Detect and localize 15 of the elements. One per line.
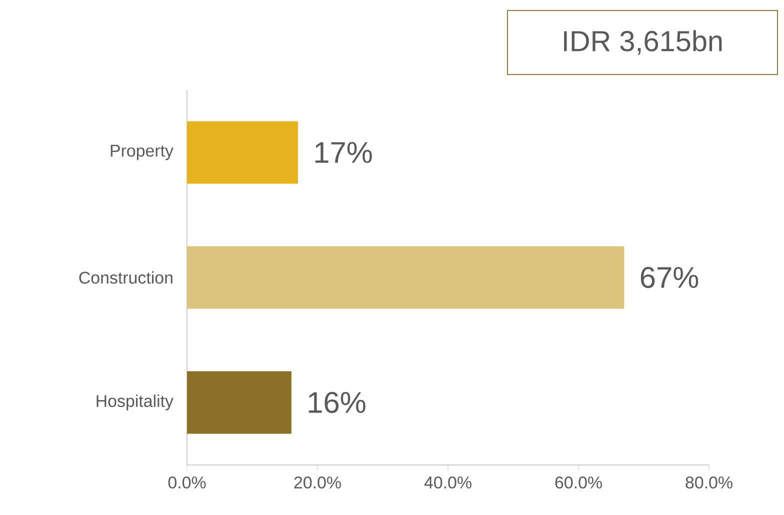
y-tick-label: Construction [79, 271, 172, 284]
x-tick-label: 80.0% [686, 476, 732, 489]
y-tick-label: Hospitality [96, 394, 174, 410]
data-label: 16% [308, 392, 366, 414]
x-tick-label: 0.0% [168, 476, 206, 489]
bar [187, 121, 298, 184]
bar [187, 246, 624, 309]
y-tick-label: Property [110, 144, 174, 160]
data-label: 17% [315, 142, 372, 163]
x-tick-label: 20.0% [294, 476, 341, 489]
x-tick-label: 60.0% [555, 476, 602, 489]
x-tick-label: 40.0% [424, 476, 472, 489]
bar [187, 371, 292, 434]
data-label: 67% [640, 266, 698, 288]
text: IDR 3,615bn [564, 30, 722, 55]
